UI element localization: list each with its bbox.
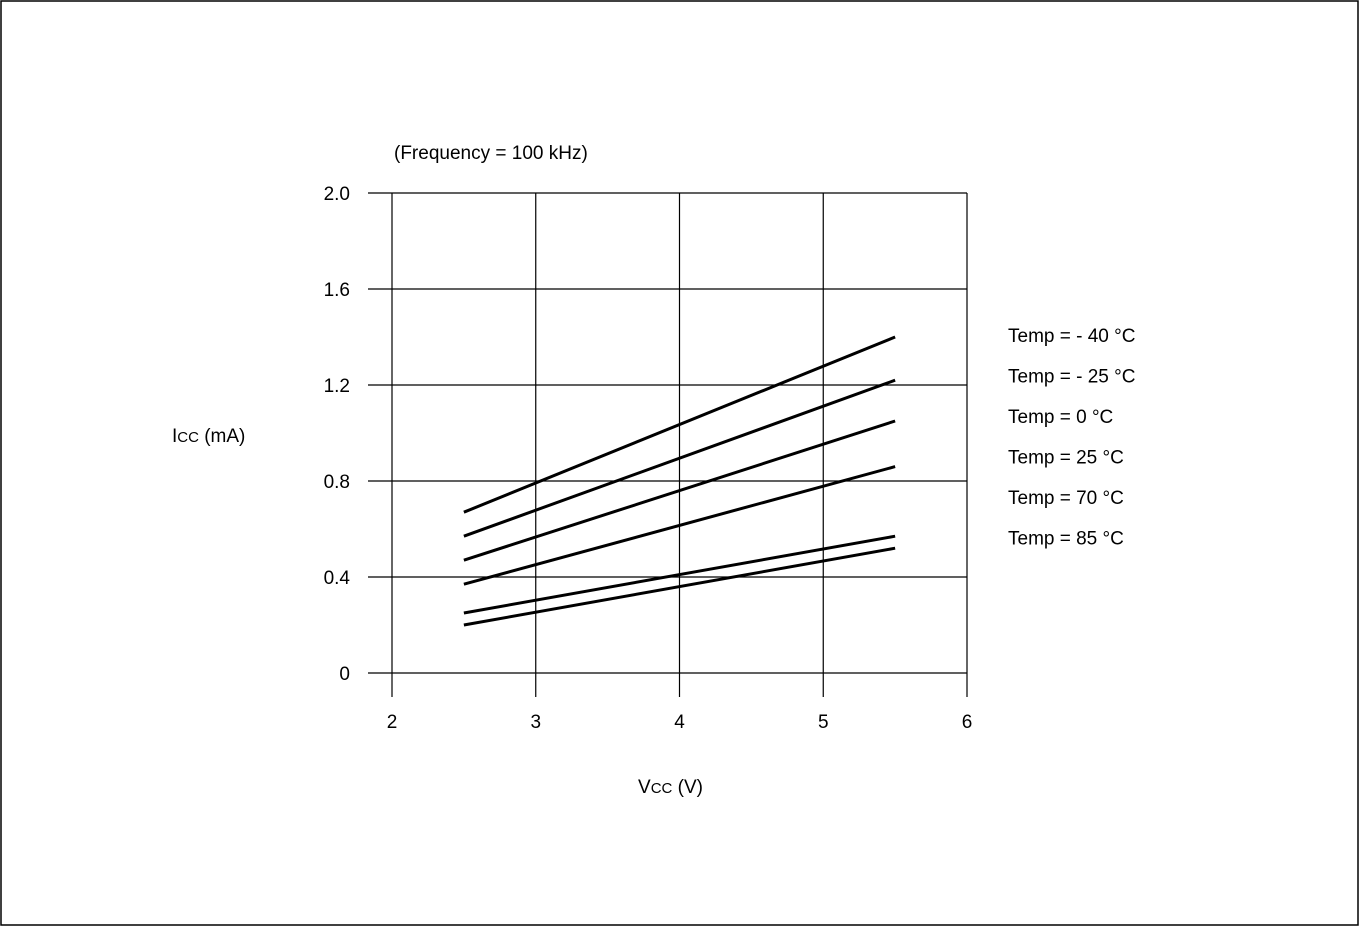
y-axis-label-unit: (mA): [199, 426, 245, 447]
x-axis-label-main: V: [638, 777, 651, 798]
legend-entry: Temp = 0 °C: [1008, 407, 1113, 428]
legend-entry: Temp = 70 °C: [1008, 488, 1124, 509]
y-tick-label: 1.6: [324, 280, 350, 301]
y-tick-label: 2.0: [324, 184, 350, 205]
y-tick-label: 0.4: [324, 568, 351, 589]
x-tick-label: 2: [387, 712, 398, 733]
chart-subtitle: (Frequency = 100 kHz): [394, 143, 588, 164]
x-tick-label: 5: [818, 712, 829, 733]
legend-entry: Temp = 25 °C: [1008, 448, 1124, 469]
grid: [368, 193, 967, 697]
x-tick-label: 6: [962, 712, 973, 733]
x-tick-label: 4: [674, 712, 685, 733]
y-axis-label-sub: CC: [177, 429, 199, 446]
tick-labels: 0 0.4 0.8 1.2 1.6 2.0 2 3 4 5 6: [324, 184, 973, 733]
x-axis-label: VCC (V): [638, 777, 703, 798]
x-tick-label: 3: [530, 712, 541, 733]
y-tick-label: 0.8: [324, 472, 350, 493]
legend-entry: Temp = 85 °C: [1008, 529, 1124, 550]
y-tick-label: 0: [339, 664, 350, 685]
x-axis-label-sub: CC: [651, 780, 673, 797]
x-axis-label-unit: (V): [672, 777, 703, 798]
legend-entry: Temp = - 25 °C: [1008, 367, 1135, 388]
legend-entry: Temp = - 40 °C: [1008, 326, 1135, 347]
y-tick-label: 1.2: [324, 376, 350, 397]
legend: Temp = - 40 °C Temp = - 25 °C Temp = 0 °C T…: [1008, 326, 1135, 550]
y-axis-label: ICC (mA): [172, 426, 245, 447]
